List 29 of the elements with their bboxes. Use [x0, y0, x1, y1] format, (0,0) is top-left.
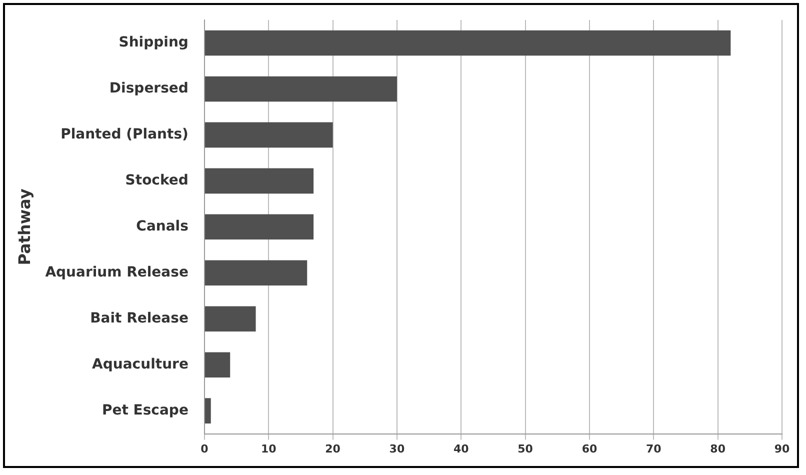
bar [204, 260, 308, 286]
bar [204, 30, 731, 56]
x-tick-label: 80 [710, 442, 726, 456]
y-tick-label: Stocked [125, 172, 188, 189]
y-tick-label: Aquarium Release [45, 264, 188, 281]
y-tick-label: Shipping [118, 34, 188, 51]
y-axis-title: Pathway [14, 188, 34, 266]
x-tick-label: 10 [260, 442, 277, 456]
x-tick-label: 0 [200, 442, 209, 456]
bar [204, 214, 314, 240]
x-tick-label: 30 [389, 442, 405, 456]
x-tick-label: 90 [774, 442, 790, 456]
y-tick-label: Bait Release [90, 310, 188, 326]
bar [204, 168, 314, 194]
bar [204, 398, 211, 424]
x-tick-label: 40 [453, 442, 470, 456]
y-tick-label: Planted (Plants) [60, 126, 188, 143]
y-tick-label: Aquaculture [92, 356, 188, 372]
x-tick-label: 60 [582, 442, 598, 456]
y-tick-label: Dispersed [109, 80, 188, 97]
y-tick-label: Pet Escape [102, 402, 188, 418]
x-tick-label: 50 [518, 442, 534, 456]
bar [204, 76, 397, 102]
x-tick-label: 70 [646, 442, 662, 456]
bar [204, 352, 230, 378]
y-tick-label: Canals [136, 218, 188, 235]
bar [204, 306, 256, 332]
bar [204, 122, 333, 148]
x-tick-label: 20 [325, 442, 341, 456]
